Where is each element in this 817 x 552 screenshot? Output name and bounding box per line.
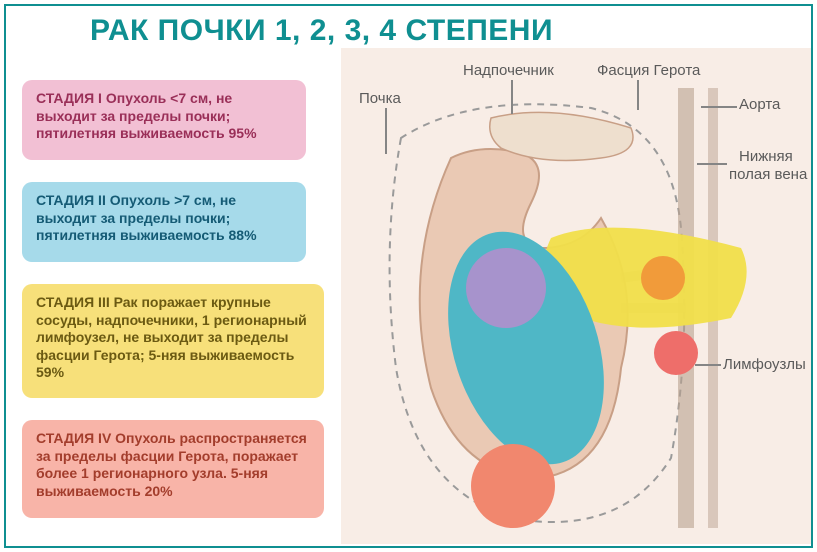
stage-box-1: СТАДИЯ I Опухоль <7 см, не выходит за пр…	[22, 80, 306, 160]
stage-box-2: СТАДИЯ II Опухоль >7 см, не выходит за п…	[22, 182, 306, 262]
label-lymph: Лимфоузлы	[723, 356, 806, 373]
stage-name: СТАДИЯ II	[36, 192, 106, 208]
label-ivc-2: полая вена	[729, 166, 807, 183]
label-gerota: Фасция Герота	[597, 62, 700, 79]
leader-ivc	[697, 163, 727, 165]
leader-adrenal	[511, 80, 513, 114]
stage-name: СТАДИЯ I	[36, 90, 102, 106]
anatomy-svg	[341, 48, 811, 544]
label-aorta: Аорта	[739, 96, 780, 113]
stage-name: СТАДИЯ IV	[36, 430, 111, 446]
leader-gerota	[637, 80, 639, 110]
stage-box-3: СТАДИЯ III Рак поражает крупные сосуды, …	[22, 284, 324, 398]
anatomy-diagram: Почка Надпочечник Фасция Герота Аорта Ни…	[341, 48, 811, 544]
label-adrenal: Надпочечник	[463, 62, 554, 79]
label-kidney: Почка	[359, 90, 401, 107]
leader-lymph	[695, 364, 721, 366]
leader-aorta	[701, 106, 737, 108]
stage-name: СТАДИЯ III	[36, 294, 110, 310]
stage-box-4: СТАДИЯ IV Опухоль распространяется за пр…	[22, 420, 324, 518]
page-title: РАК ПОЧКИ 1, 2, 3, 4 СТЕПЕНИ	[90, 14, 553, 48]
leader-kidney	[385, 108, 387, 154]
label-ivc-1: Нижняя	[739, 148, 793, 165]
